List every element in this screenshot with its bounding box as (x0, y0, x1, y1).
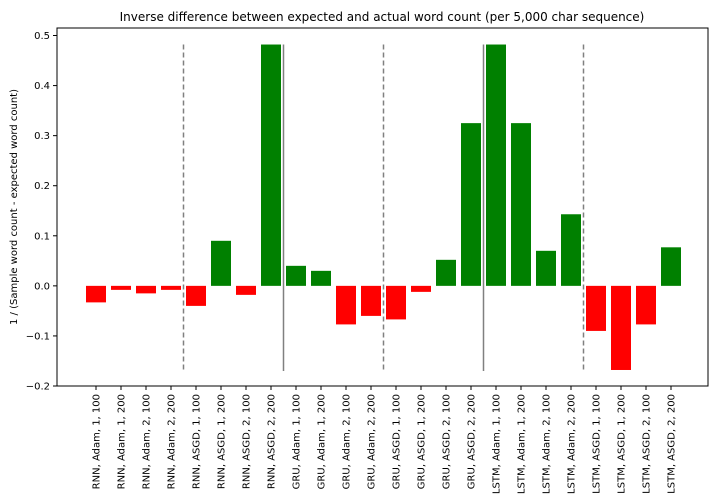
x-tick-label: GRU, Adam, 1, 200 (317, 394, 328, 489)
x-tick-label: RNN, ASGD, 2, 200 (267, 394, 278, 489)
bar (636, 285, 656, 325)
x-tick-label: GRU, Adam, 1, 100 (292, 394, 303, 489)
bar (286, 265, 306, 286)
bar (561, 214, 581, 286)
y-tick-label: 0.5 (34, 31, 50, 42)
y-tick-label: 0.3 (34, 131, 50, 142)
x-tick-label: GRU, ASGD, 2, 200 (467, 394, 478, 489)
bar (311, 270, 331, 286)
x-tick-label: LSTM, ASGD, 1, 100 (592, 394, 603, 494)
bar (361, 285, 381, 316)
y-tick-label: 0.4 (34, 81, 50, 92)
bar (486, 44, 506, 286)
x-tick-label: RNN, ASGD, 1, 100 (192, 394, 203, 489)
bar (186, 285, 206, 306)
x-tick-label: LSTM, ASGD, 2, 200 (667, 394, 678, 494)
y-axis-label: 1 / (Sample word count - expected word c… (9, 89, 20, 325)
plot-area: −0.2 −0.1 0.0 0.1 0.2 0.3 0.4 0.5 RNN, Adam, 1, … (26, 27, 709, 494)
bar (536, 250, 556, 286)
x-tick-label: RNN, Adam, 1, 100 (92, 394, 103, 489)
x-tick-label: RNN, Adam, 2, 200 (167, 394, 178, 489)
bar (111, 285, 131, 290)
y-tick-label: 0.2 (34, 181, 50, 192)
bar (86, 285, 106, 303)
bar (611, 285, 631, 370)
bar (586, 285, 606, 331)
x-tick-label: RNN, Adam, 1, 200 (117, 394, 128, 489)
bar (211, 240, 231, 286)
x-tick-label: RNN, ASGD, 2, 100 (242, 394, 253, 489)
bar (411, 285, 431, 292)
x-tick-label: LSTM, Adam, 1, 200 (517, 394, 528, 494)
chart-title: Inverse difference between expected and … (120, 10, 645, 24)
x-tick-label: LSTM, ASGD, 1, 200 (617, 394, 628, 494)
bar (461, 123, 481, 286)
y-tick-label: 0.0 (34, 281, 50, 292)
x-tick-label: RNN, Adam, 2, 100 (142, 394, 153, 489)
x-tick-label: GRU, ASGD, 2, 100 (442, 394, 453, 489)
x-tick-label: GRU, Adam, 2, 200 (367, 394, 378, 489)
bar (236, 285, 256, 295)
x-tick-label: LSTM, Adam, 1, 100 (492, 394, 503, 494)
bar (161, 285, 181, 290)
plot-frame (56, 27, 709, 387)
bar (436, 259, 456, 286)
x-tick-label: LSTM, ASGD, 2, 100 (642, 394, 653, 494)
bar (136, 285, 156, 294)
x-tick-label: RNN, ASGD, 1, 200 (217, 394, 228, 489)
x-tick-label: LSTM, Adam, 2, 100 (542, 394, 553, 494)
x-tick-label: GRU, Adam, 2, 100 (342, 394, 353, 489)
x-tick-label: GRU, ASGD, 1, 100 (392, 394, 403, 489)
y-tick-label: 0.1 (34, 231, 50, 242)
y-tick-label: −0.2 (26, 382, 50, 393)
x-tick-label: LSTM, Adam, 2, 200 (567, 394, 578, 494)
bar (661, 247, 681, 286)
x-tick-label: GRU, ASGD, 1, 200 (417, 394, 428, 489)
bar (336, 285, 356, 325)
bar (261, 44, 281, 286)
bar (511, 123, 531, 286)
bar (386, 285, 406, 320)
y-tick-label: −0.1 (26, 331, 50, 342)
